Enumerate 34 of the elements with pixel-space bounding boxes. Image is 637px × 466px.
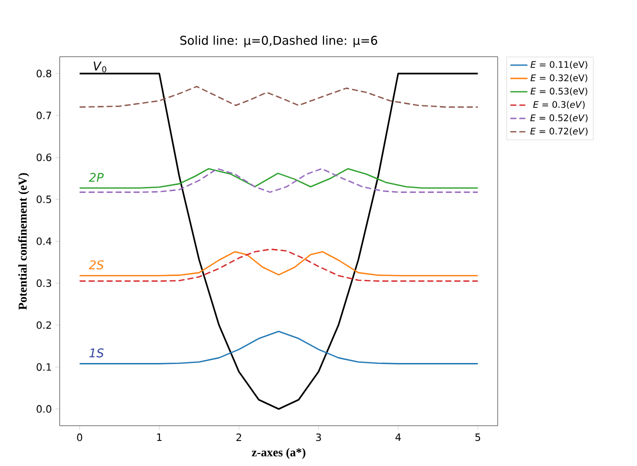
line-series bbox=[78, 168, 478, 193]
y-tick-label: 0.5 bbox=[36, 196, 52, 204]
y-tick-label: 0.4 bbox=[36, 237, 52, 246]
x-tick-label: 4 bbox=[395, 434, 401, 441]
legend-label: E = 0.3(eV) bbox=[533, 100, 585, 109]
annotation: 2S bbox=[88, 260, 104, 270]
x-tick-label: 5 bbox=[475, 434, 480, 441]
x-tick-label: 1 bbox=[157, 434, 162, 441]
annotation: 2P bbox=[88, 172, 104, 182]
y-tick-label: 0.3 bbox=[36, 279, 52, 287]
y-tick-label: 0.2 bbox=[36, 321, 51, 329]
legend-label: E = 0.52(eV) bbox=[530, 114, 588, 122]
series-label: V$_{0}$ bbox=[94, 62, 106, 72]
x-tick-label: 2 bbox=[236, 434, 242, 441]
line-series bbox=[78, 86, 478, 108]
legend-label: E = 0.11(eV) bbox=[530, 60, 588, 69]
line-series bbox=[78, 168, 478, 189]
legend-label: E = 0.32(eV) bbox=[530, 74, 588, 82]
y-tick-label: 0.8 bbox=[36, 70, 52, 78]
x-tick-label: 3 bbox=[316, 434, 321, 442]
line-series bbox=[78, 251, 478, 276]
y-tick-label: 0.7 bbox=[36, 112, 52, 120]
y-tick-label: 0.0 bbox=[36, 405, 52, 413]
legend-label: E = 0.53(eV) bbox=[530, 88, 588, 96]
chart-title: Solid line: μ=0,Dashed line: μ=6 bbox=[180, 36, 378, 48]
annotation: 1S bbox=[89, 348, 104, 358]
x-tick-label: 0 bbox=[77, 434, 82, 442]
y-tick-label: 0.6 bbox=[36, 154, 52, 162]
legend-label: E = 0.72(eV) bbox=[530, 128, 588, 136]
line-series bbox=[78, 72, 479, 410]
x-axis-title: z-axes (a*) bbox=[252, 448, 306, 459]
y-tick-label: 0.1 bbox=[36, 363, 52, 371]
y-axis-title: Potential confinement (eV) bbox=[18, 173, 30, 310]
line-series bbox=[78, 248, 478, 282]
